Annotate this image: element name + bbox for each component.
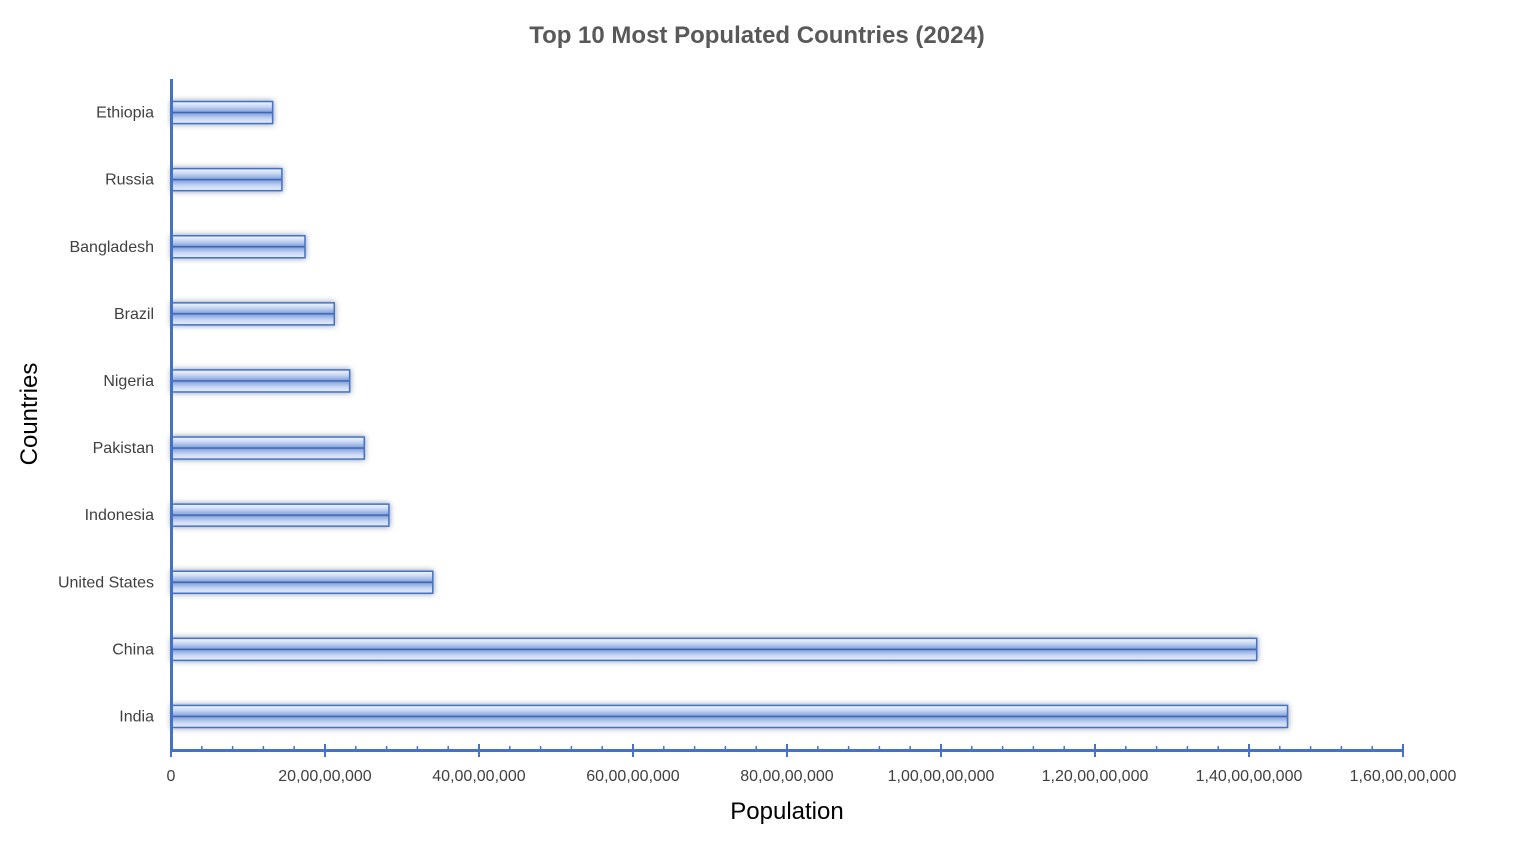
category-label: United States xyxy=(58,574,154,591)
y-axis-title: Countries xyxy=(16,363,43,466)
category-label: India xyxy=(119,708,154,725)
bar-brazil xyxy=(171,302,335,326)
bar-china xyxy=(171,637,1258,662)
bar-united-states xyxy=(171,570,434,594)
x-tick-label: 80,00,00,000 xyxy=(740,768,834,785)
category-label: Indonesia xyxy=(85,507,154,524)
bar-nigeria xyxy=(171,369,351,393)
x-tick-label: 0 xyxy=(167,768,176,785)
category-label: Brazil xyxy=(114,306,154,323)
bar-indonesia xyxy=(171,503,390,527)
bars-layer xyxy=(171,100,1289,729)
x-tick-label: 1,00,00,00,000 xyxy=(888,768,995,785)
x-axis-ticks xyxy=(170,744,1404,757)
category-label: Russia xyxy=(105,172,154,189)
category-label: Ethiopia xyxy=(96,105,154,122)
x-tick-label: 60,00,00,000 xyxy=(586,768,680,785)
bar-pakistan xyxy=(171,436,366,460)
x-tick-label: 1,40,00,00,000 xyxy=(1196,768,1303,785)
category-label: Pakistan xyxy=(93,440,154,457)
x-tick-label: 40,00,00,000 xyxy=(432,768,526,785)
chart-title: Top 10 Most Populated Countries (2024) xyxy=(529,22,985,49)
x-tick-label: 20,00,00,000 xyxy=(278,768,372,785)
category-label: Nigeria xyxy=(103,373,154,390)
x-axis-title: Population xyxy=(730,798,843,825)
category-label: Bangladesh xyxy=(69,239,154,256)
category-label: China xyxy=(112,641,154,658)
bar-india xyxy=(171,704,1289,729)
category-labels: India China United States Indonesia Pakistan… xyxy=(58,105,154,726)
bar-ethiopia xyxy=(171,100,274,125)
x-axis-tick-labels: 0 20,00,00,000 40,00,00,000 60,00,00,000 80,… xyxy=(167,768,1457,785)
x-tick-label: 1,20,00,00,000 xyxy=(1042,768,1149,785)
x-tick-label: 1,60,00,00,000 xyxy=(1350,768,1457,785)
bar-russia xyxy=(171,167,283,192)
bar-bangladesh xyxy=(171,235,306,259)
